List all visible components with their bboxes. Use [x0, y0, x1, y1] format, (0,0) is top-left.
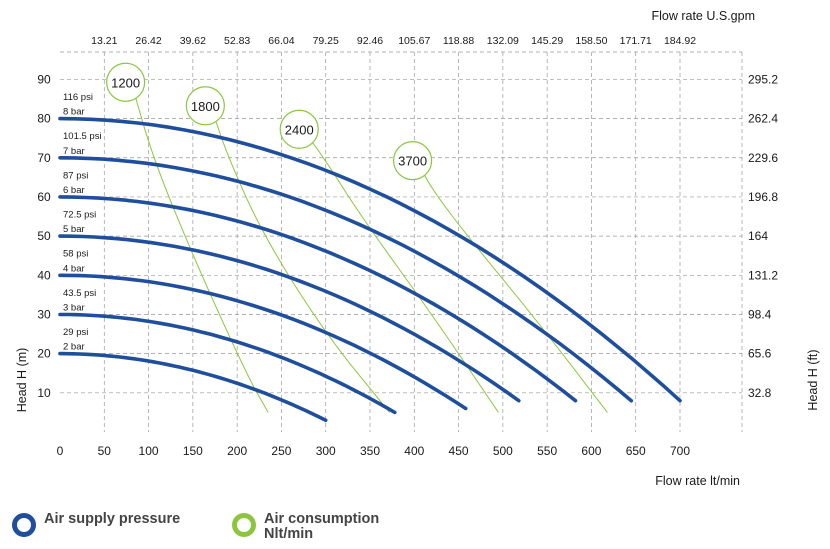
- pressure-bar-label: 7 bar: [63, 146, 85, 157]
- x2-tick-label: 66.04: [268, 35, 294, 47]
- legend-air-consumption-label: Air consumption Nlt/min: [264, 511, 380, 542]
- y-tick-label: 70: [37, 151, 51, 165]
- grid: [60, 51, 743, 432]
- y2-tick-label: 262.4: [748, 112, 778, 126]
- pressure-labels: 2 bar 29 psi 3 bar 43.5 psi 4 bar 58 psi 5 bar…: [63, 92, 102, 353]
- x2-tick-label: 13.21: [91, 35, 117, 47]
- consumption-badge-label: 2400: [285, 122, 314, 137]
- air-supply-pressure-curve: [58, 351, 328, 422]
- consumption-badge-circle: [279, 109, 319, 149]
- air-supply-pressure-curve: [58, 156, 634, 403]
- pressure-bar-label: 3 bar: [63, 302, 85, 313]
- air-supply-pressure-curves: [58, 116, 682, 422]
- x-tick-label: 600: [581, 444, 601, 458]
- x-tick-label: 150: [183, 444, 203, 458]
- consumption-badge-label: 1200: [111, 75, 140, 90]
- air-consumption-curve: [211, 110, 390, 413]
- air-supply-pressure-curve: [58, 312, 397, 415]
- x-tick-label: 300: [316, 444, 336, 458]
- pressure-psi-label: 72.5 psi: [63, 210, 96, 221]
- x-tick-label: 350: [360, 444, 380, 458]
- y-tick-label: 60: [37, 190, 51, 204]
- pressure-psi-label: 87 psi: [63, 170, 88, 181]
- consumption-badge-circle: [185, 86, 225, 126]
- pressure-bar-label: 4 bar: [63, 263, 85, 274]
- y2-axis-title: Head H (ft): [806, 349, 820, 410]
- legend-air-supply-label: Air supply pressure: [44, 511, 181, 527]
- x2-tick-label: 26.42: [135, 35, 161, 47]
- air-consumption-badges: 1200 1800 2400 3700: [106, 62, 433, 181]
- x2-tick-label: 158.50: [575, 35, 607, 47]
- y2-tick-label: 65.6: [748, 347, 772, 361]
- pressure-psi-label: 101.5 psi: [63, 131, 102, 142]
- legend-air-supply: Air supply pressure: [12, 512, 184, 537]
- x-tick-label: 250: [271, 444, 291, 458]
- pressure-psi-label: 43.5 psi: [63, 288, 96, 299]
- x-tick-label: 50: [98, 444, 112, 458]
- x-tick-label: 450: [449, 444, 469, 458]
- x-tick-label: 100: [139, 444, 159, 458]
- air-consumption-curve: [419, 165, 608, 413]
- air-supply-pressure-curve: [58, 273, 468, 411]
- pressure-bar-label: 6 bar: [63, 185, 85, 196]
- consumption-badge-label: 1800: [191, 99, 220, 114]
- x-tick-label: 500: [493, 444, 513, 458]
- consumption-badge-label: 3700: [398, 154, 427, 169]
- x2-axis-title: Flow rate U.S.gpm: [651, 9, 755, 23]
- y-tick-label: 80: [37, 112, 51, 126]
- x2-tick-label: 145.29: [531, 35, 563, 47]
- x2-tick-label: 132.09: [487, 35, 519, 47]
- air-supply-ring-icon: [12, 513, 36, 537]
- y2-tick-label: 131.2: [748, 268, 778, 282]
- right-axis-ticks: 32.8 65.6 98.4 131.2 164 196.8 229.6 262.4 295.2: [748, 72, 778, 399]
- y-tick-label: 40: [37, 268, 51, 282]
- pressure-psi-label: 29 psi: [63, 327, 88, 338]
- x2-tick-label: 39.62: [180, 35, 206, 47]
- x-tick-label: 700: [670, 444, 690, 458]
- bottom-axis-ticks: 0 50 100 150 200 250 300 350 400 450 500 550 600 650 7…: [57, 444, 691, 458]
- legend-air-consumption: Air consumption Nlt/min: [232, 512, 404, 542]
- x-tick-label: 550: [537, 444, 557, 458]
- air-supply-pressure-curve: [58, 116, 682, 403]
- y2-tick-label: 196.8: [748, 190, 778, 204]
- y-axis-title: Head H (m): [15, 348, 29, 413]
- air-consumption-ring-icon: [232, 513, 256, 537]
- x2-tick-label: 118.88: [443, 35, 474, 47]
- y-tick-label: 50: [37, 229, 51, 243]
- y2-tick-label: 98.4: [748, 307, 772, 321]
- y2-tick-label: 295.2: [748, 72, 778, 86]
- y-tick-label: 10: [37, 386, 51, 400]
- x-tick-label: 650: [626, 444, 646, 458]
- x-tick-label: 200: [227, 444, 247, 458]
- x-tick-label: 400: [404, 444, 424, 458]
- air-supply-pressure-curve: [58, 234, 521, 403]
- consumption-badge-circle: [393, 141, 433, 181]
- top-axis-ticks: 13.21 26.42 39.62 52.83 66.04 79.25 92.46 105.6…: [91, 35, 696, 47]
- x-axis-title: Flow rate lt/min: [655, 474, 740, 488]
- y-tick-label: 20: [37, 347, 51, 361]
- x-tick-label: 0: [57, 444, 64, 458]
- pressure-bar-label: 5 bar: [63, 224, 85, 235]
- y2-tick-label: 229.6: [748, 151, 778, 165]
- y2-tick-label: 164: [748, 229, 768, 243]
- consumption-badge-circle: [106, 62, 146, 102]
- pressure-psi-label: 58 psi: [63, 249, 88, 260]
- pressure-bar-label: 8 bar: [63, 107, 85, 118]
- x2-tick-label: 184.92: [664, 35, 696, 47]
- y-tick-label: 30: [37, 307, 51, 321]
- x2-tick-label: 171.71: [620, 35, 652, 47]
- x2-tick-label: 105.67: [398, 35, 430, 47]
- pressure-psi-label: 116 psi: [63, 92, 93, 103]
- left-axis-ticks: 10 20 30 40 50 60 70 80 90: [37, 72, 51, 399]
- y2-tick-label: 32.8: [748, 386, 772, 400]
- y-tick-label: 90: [37, 72, 51, 86]
- pressure-bar-label: 2 bar: [63, 342, 85, 353]
- x2-tick-label: 92.46: [357, 35, 383, 47]
- x2-tick-label: 79.25: [313, 35, 339, 47]
- x2-tick-label: 52.83: [224, 35, 250, 47]
- air-supply-pressure-curve: [58, 195, 578, 403]
